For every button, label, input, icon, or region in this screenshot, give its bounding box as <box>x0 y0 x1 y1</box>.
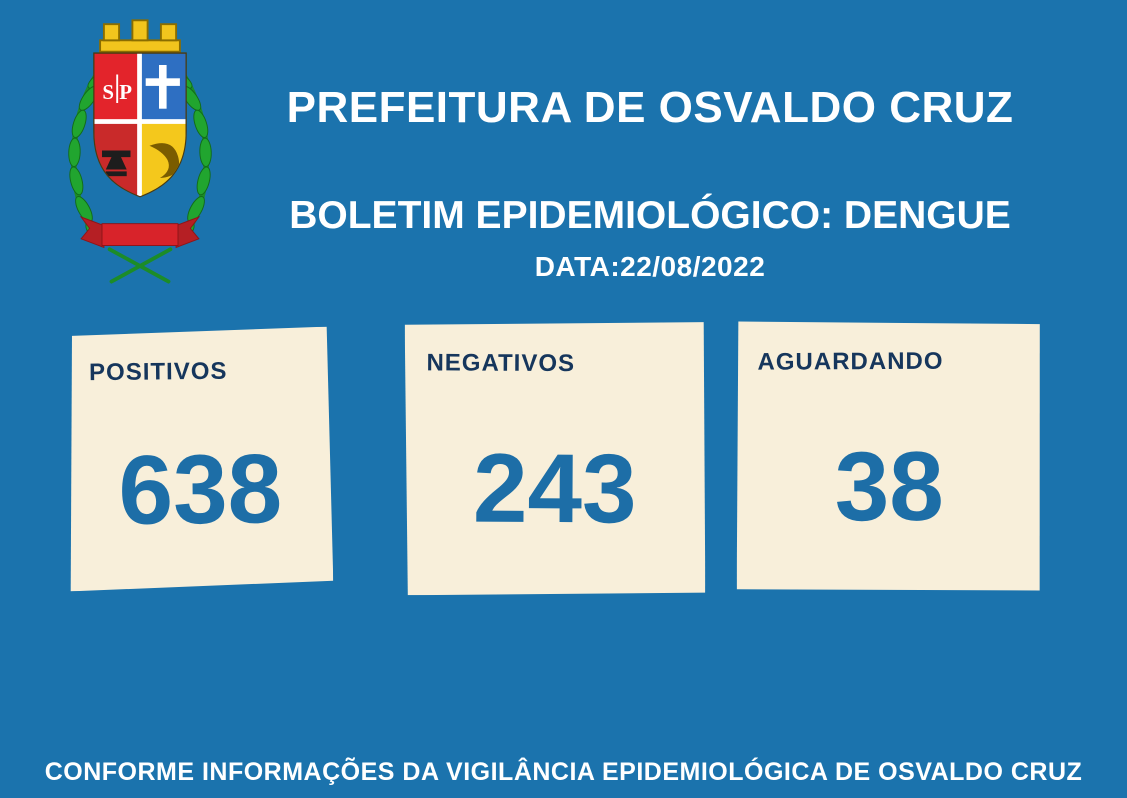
stat-value-negativos: 243 <box>472 432 637 544</box>
coat-of-arms-graphic: S P <box>45 19 235 284</box>
stat-card-negativos: NEGATIVOS 243 <box>403 319 706 597</box>
footer-note: CONFORME INFORMAÇÕES DA VIGILÂNCIA EPIDE… <box>44 758 1083 786</box>
stat-card-positivos: POSITIVOS 638 <box>67 327 334 592</box>
date-label: DATA:22/08/2022 <box>534 251 766 282</box>
stat-value-aguardando: 38 <box>834 430 944 542</box>
cross-icon <box>145 65 180 109</box>
sprigs-icon <box>107 247 173 284</box>
page-title: PREFEITURA DE OSVALDO CRUZ <box>286 83 1014 132</box>
cornucopia-icon <box>149 143 180 179</box>
stat-label-negativos: NEGATIVOS <box>426 349 576 378</box>
stat-label-positivos: POSITIVOS <box>88 357 228 387</box>
stat-value-positivos: 638 <box>117 433 283 545</box>
crown-icon <box>99 19 181 53</box>
coat-of-arms: S P <box>45 8 235 293</box>
shield-icon: S P <box>93 52 187 198</box>
stat-card-aguardando: AGUARDANDO 38 <box>735 317 1042 595</box>
header: PREFEITURA DE OSVALDO CRUZ BOLETIM EPIDE… <box>235 0 1065 300</box>
anvil-icon <box>102 150 131 177</box>
ribbon-icon <box>79 215 201 249</box>
stat-label-aguardando: AGUARDANDO <box>757 347 944 376</box>
bulletin-subtitle: BOLETIM EPIDEMIOLÓGICO: DENGUE <box>289 194 1011 237</box>
